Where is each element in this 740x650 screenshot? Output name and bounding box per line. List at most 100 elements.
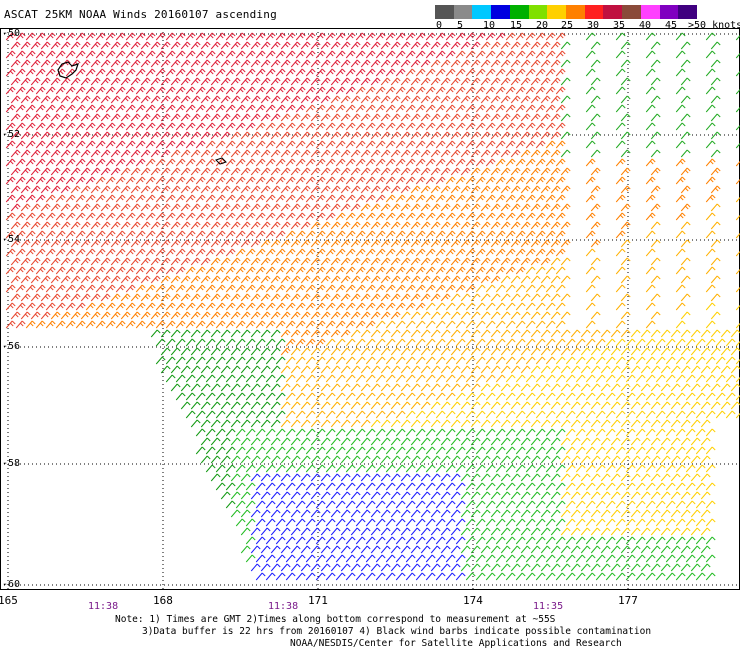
wind-barb [346,303,355,310]
wind-barb [321,186,330,193]
wind-barb [196,321,205,328]
wind-barb [276,303,285,310]
wind-barb [556,249,565,256]
wind-barb [571,528,580,535]
wind-barb [676,159,685,166]
wind-barb [486,267,495,274]
wind-barb [171,366,180,373]
wind-barb [196,393,205,400]
wind-barb [636,429,645,436]
wind-barb [266,321,275,328]
wind-barb [631,564,640,571]
wind-barb [486,231,495,238]
wind-barb [236,465,245,472]
wind-barb [196,159,205,166]
wind-barb [296,465,305,472]
wind-barb [556,33,565,40]
wind-barb [466,195,475,202]
wind-barb [271,240,280,247]
wind-barb [591,384,600,391]
wind-barb [306,69,315,76]
wind-barb [521,96,530,103]
wind-barb [366,501,375,508]
wind-barb [491,186,500,193]
wind-barb [326,141,335,148]
wind-barb [191,366,200,373]
wind-barb [56,231,65,238]
wind-barb [661,438,670,445]
wind-barb [441,348,450,355]
wind-barb [546,375,555,382]
wind-barb [391,258,400,265]
colorbar-label: 30 [587,20,599,31]
wind-barb [386,195,395,202]
wind-barb [496,501,505,508]
wind-barb [171,60,180,67]
wind-barb [476,249,485,256]
wind-barb [646,267,655,274]
wind-barb [276,123,285,130]
wind-barb [516,105,525,112]
wind-barb [386,159,395,166]
wind-barb [721,330,730,337]
wind-barb [36,159,45,166]
wind-barb [286,231,295,238]
wind-barb [191,312,200,319]
wind-barb [531,150,540,157]
wind-barb [386,555,395,562]
wind-barb [226,123,235,130]
wind-barb [406,501,415,508]
wind-barb [256,555,265,562]
wind-barb [386,465,395,472]
colorbar-label: 40 [639,20,651,31]
wind-barb [671,438,680,445]
wind-barb [256,375,265,382]
wind-barb [631,348,640,355]
wind-barb [681,366,690,373]
time-label: 11:38 [88,601,118,610]
wind-barb [406,573,415,580]
wind-barb [401,366,410,373]
wind-barb [561,186,570,193]
wind-barb [121,150,130,157]
wind-barb [536,267,545,274]
wind-barb [651,276,660,283]
wind-barb [431,510,440,517]
wind-barb [176,87,185,94]
wind-barb [466,339,475,346]
wind-barb [386,249,395,256]
wind-barb [266,105,275,112]
wind-barb [611,510,620,517]
wind-barb [416,213,425,220]
wind-barb [561,510,570,517]
wind-barb [676,393,685,400]
wind-barb [496,429,505,436]
wind-barb [376,141,385,148]
wind-barb [506,465,515,472]
wind-barb [451,240,460,247]
wind-barb [376,519,385,526]
wind-barb [706,429,715,436]
wind-barb [541,546,550,553]
wind-barb [351,474,360,481]
wind-barb [546,33,555,40]
wind-barb [706,267,715,274]
wind-barb [566,375,575,382]
wind-barb [461,258,470,265]
wind-barb [496,195,505,202]
wind-barb [326,195,335,202]
wind-barb [296,357,305,364]
wind-barb [326,51,335,58]
wind-barb [521,312,530,319]
wind-barb [446,321,455,328]
wind-barb [256,51,265,58]
wind-barb [266,141,275,148]
wind-barb [671,492,680,499]
wind-barb [276,69,285,76]
wind-barb [41,114,50,121]
wind-barb [311,294,320,301]
wind-barb [41,42,50,49]
colorbar-label: 5 [457,20,463,31]
wind-barb [126,69,135,76]
wind-barb [71,240,80,247]
